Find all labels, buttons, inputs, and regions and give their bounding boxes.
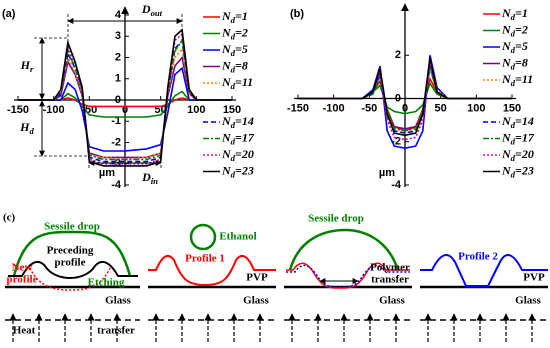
legend-label: Nd=14 [221, 114, 254, 130]
label: PVP [246, 272, 268, 284]
legend-label: Nd=8 [501, 55, 528, 71]
legend-label: Nd=2 [221, 25, 248, 41]
new-profile [29, 267, 111, 291]
label: Etching [88, 277, 125, 289]
chart: (b)-150 -100 -50 0 50 100 150-4-202µmNd=1Nd=2N… [287, 3, 535, 191]
line-series [18, 97, 232, 108]
preceding-profile [8, 260, 138, 279]
sessile-drop [12, 230, 132, 277]
label: Preceding [47, 245, 94, 257]
profile-red [286, 262, 410, 289]
y-tick-label: 0 [395, 92, 401, 104]
line-series [18, 66, 232, 152]
y-tick-label: 0 [115, 94, 121, 106]
y-tick-label: -4 [111, 179, 122, 191]
label: transfer [97, 325, 135, 337]
annotation: Hr [20, 58, 34, 74]
legend-label: Nd=23 [501, 163, 534, 179]
line-series [298, 57, 512, 137]
y-tick-label: -4 [391, 179, 402, 191]
chart: (a)-150 -100 -50 0 50 100 150-4-3-2-101234µmNd… [2, 2, 255, 191]
label: Glass [515, 295, 541, 307]
heat-arrows [5, 313, 548, 342]
legend-label: Nd=11 [501, 72, 533, 88]
label: Sessile drop [44, 221, 100, 233]
label: Ethanol [219, 231, 256, 243]
legend-label: Nd=20 [221, 147, 254, 163]
label: Profile 1 [185, 253, 225, 265]
legend-label: Nd=20 [501, 147, 534, 163]
label: profile [7, 274, 38, 286]
annotation: Din [141, 170, 158, 186]
legend-label: Nd=17 [501, 130, 535, 146]
x-axis-label: µm [99, 167, 115, 179]
x-tick-label: 150 [503, 102, 521, 114]
panel-label: (a) [2, 8, 16, 20]
y-tick-label: -2 [111, 136, 121, 148]
x-tick-label: -150 [287, 102, 309, 114]
x-tick-label: 100 [187, 104, 205, 116]
label: Profile 2 [458, 251, 498, 263]
legend-label: Nd=5 [501, 39, 528, 55]
x-tick-label: 0 [402, 102, 408, 114]
annotation: Hd [19, 120, 34, 136]
profile-blue [286, 264, 410, 288]
label: transfer [371, 274, 409, 286]
legend-label: Nd=8 [221, 58, 248, 74]
y-tick-label: -2 [391, 136, 401, 148]
legend-label: Nd=2 [501, 22, 528, 38]
y-tick-label: 2 [115, 51, 121, 63]
panel-label: (c) [3, 212, 16, 224]
legend-label: Nd=5 [221, 42, 248, 58]
legend-label: Nd=11 [221, 75, 253, 91]
x-tick-label: 50 [435, 102, 447, 114]
label: New [12, 262, 33, 274]
legend-label: Nd=14 [501, 114, 534, 130]
label: Heat [13, 325, 36, 337]
y-tick-label: 1 [115, 73, 121, 85]
charts: (a)-150 -100 -50 0 50 100 150-4-3-2-101234µmNd… [2, 2, 535, 191]
ethanol-drop [189, 223, 217, 251]
x-tick-label: -100 [43, 104, 65, 116]
label: Glass [243, 295, 269, 307]
label: profile [55, 257, 86, 269]
diagram: (c) Sessile drop Preceding profile New p… [3, 212, 548, 342]
x-tick-label: -50 [361, 102, 377, 114]
sessile-drop [288, 228, 400, 271]
label: Glass [379, 295, 405, 307]
x-tick-label: -100 [323, 102, 345, 114]
x-tick-label: -150 [7, 104, 29, 116]
label: Sessile drop [308, 213, 364, 225]
y-tick-label: 4 [115, 9, 122, 21]
y-tick-label: -1 [111, 115, 121, 127]
label: PVP [523, 272, 545, 284]
label: Glass [105, 295, 131, 307]
line-series [18, 90, 232, 118]
x-axis-label: µm [379, 167, 395, 179]
line-series [18, 55, 232, 159]
label: Polymer [370, 262, 410, 274]
x-tick-label: 100 [467, 102, 485, 114]
x-tick-label: 150 [223, 104, 241, 116]
legend-label: Nd=17 [221, 130, 255, 146]
profile-2 [420, 254, 548, 287]
y-tick-label: 2 [395, 49, 401, 61]
legend-label: Nd=1 [501, 6, 528, 22]
profile-1 [148, 254, 276, 287]
panel-label: (b) [290, 8, 304, 20]
legend-label: Nd=1 [221, 9, 248, 25]
legend-label: Nd=23 [221, 163, 254, 179]
x-tick-label: 0 [122, 104, 128, 116]
annotation: Dout [141, 2, 163, 18]
y-tick-label: 3 [115, 30, 121, 42]
